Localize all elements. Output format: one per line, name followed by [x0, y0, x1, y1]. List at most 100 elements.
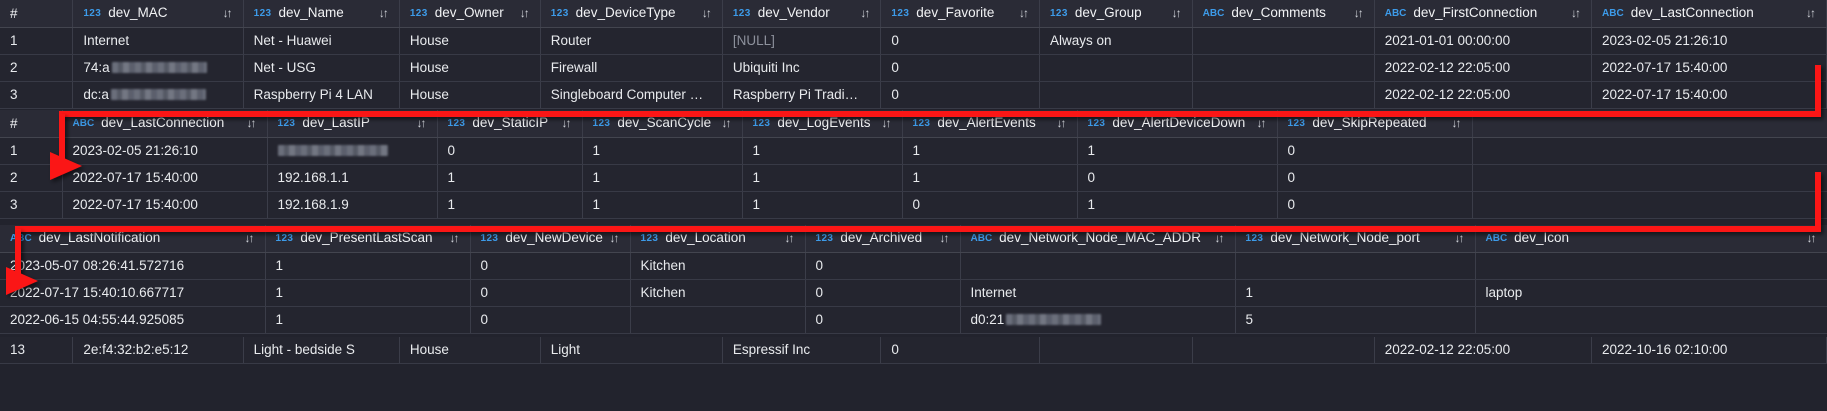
table-cell[interactable]: 3 [0, 191, 63, 219]
column-header-dev-firstconnection[interactable]: ABC dev_FirstConnection ↓↑ [1374, 0, 1593, 28]
column-header-dev-alertdevicedown[interactable]: 123 dev_AlertDeviceDown ↓↑ [1077, 110, 1278, 138]
table-cell[interactable]: 13 [0, 337, 74, 364]
column-header-dev-vendor[interactable]: 123 dev_Vendor ↓↑ [722, 0, 882, 28]
table-cell[interactable]: 2022-07-17 15:40:00 [62, 191, 268, 219]
table-cell[interactable]: 1 [582, 137, 743, 165]
table-cell[interactable]: 74:a [72, 54, 244, 82]
table-cell[interactable]: 1 [902, 164, 1078, 192]
data-table-3[interactable]: ABC dev_LastNotification ↓↑ 123 dev_PresentL… [0, 225, 1827, 334]
table-row[interactable]: 2022-06-15 04:55:44.925085 1 0 0 d0:21 5 [0, 306, 1827, 334]
table-row[interactable]: 13 2e:f4:32:b2:e5:12 Light - bedside S Hous… [0, 337, 1827, 364]
table-cell[interactable]: 2021-01-01 00:00:00 [1374, 27, 1593, 55]
table-cell[interactable] [1472, 191, 1827, 219]
column-header-[interactable]: # [0, 110, 63, 138]
table-cell[interactable]: 2022-10-16 02:10:00 [1591, 337, 1827, 364]
table-cell[interactable]: 2e:f4:32:b2:e5:12 [72, 337, 244, 364]
sort-toggle-icon[interactable]: ↓↑ [1451, 116, 1462, 130]
table-cell[interactable]: 1 [582, 164, 743, 192]
table-cell[interactable]: Kitchen [630, 279, 806, 307]
table-cell[interactable]: Kitchen [630, 252, 806, 280]
table-cell[interactable]: Internet [960, 279, 1236, 307]
table-cell[interactable]: 0 [1277, 164, 1473, 192]
sort-toggle-icon[interactable]: ↓↑ [519, 6, 530, 20]
table-cell[interactable]: 0 [470, 252, 631, 280]
table-cell[interactable]: 3 [0, 81, 74, 109]
data-table-4[interactable]: 13 2e:f4:32:b2:e5:12 Light - bedside S Hous… [0, 337, 1827, 364]
data-table-1[interactable]: #123 dev_MAC ↓↑ 123 dev_Name ↓↑ 123 dev_Owner ↓↑… [0, 0, 1827, 109]
table-cell[interactable]: 1 [1235, 279, 1476, 307]
table-cell[interactable]: 0 [805, 306, 961, 334]
table-cell[interactable]: House [399, 81, 541, 109]
sort-toggle-icon[interactable]: ↓↑ [244, 231, 255, 245]
table-cell[interactable]: 2022-07-17 15:40:00 [1591, 54, 1827, 82]
table-cell[interactable]: 192.168.1.1 [267, 164, 438, 192]
table-cell[interactable] [1039, 54, 1193, 82]
table-cell[interactable]: 1 [902, 137, 1078, 165]
table-cell[interactable]: 2023-02-05 21:26:10 [1591, 27, 1827, 55]
sort-toggle-icon[interactable]: ↓↑ [1256, 116, 1267, 130]
table-cell[interactable]: [NULL] [722, 27, 882, 55]
table-cell[interactable]: Net - Huawei [243, 27, 400, 55]
table-cell[interactable] [1472, 137, 1827, 165]
sort-toggle-icon[interactable]: ↓↑ [1056, 116, 1067, 130]
table-cell[interactable]: 1 [742, 137, 903, 165]
column-header-dev-alertevents[interactable]: 123 dev_AlertEvents ↓↑ [902, 110, 1078, 138]
sort-toggle-icon[interactable]: ↓↑ [1571, 6, 1581, 20]
column-header-dev-lastnotification[interactable]: ABC dev_LastNotification ↓↑ [0, 225, 266, 253]
sort-toggle-icon[interactable]: ↓↑ [701, 6, 712, 20]
table-cell[interactable]: 1 [437, 191, 583, 219]
sort-toggle-icon[interactable]: ↓↑ [378, 6, 389, 20]
table-cell[interactable]: Light - bedside S [243, 337, 400, 364]
table-cell[interactable]: laptop [1475, 279, 1827, 307]
sort-toggle-icon[interactable]: ↓↑ [721, 116, 732, 130]
table-cell[interactable]: 1 [265, 252, 471, 280]
table-cell[interactable]: 0 [805, 252, 961, 280]
table-cell[interactable]: 1 [437, 164, 583, 192]
column-header-dev-favorite[interactable]: 123 dev_Favorite ↓↑ [880, 0, 1040, 28]
table-cell[interactable]: Raspberry Pi Tradi… [722, 81, 882, 109]
table-cell[interactable]: 1 [742, 191, 903, 219]
table-cell[interactable]: dc:a [72, 81, 244, 109]
table-cell[interactable]: 0 [880, 337, 1040, 364]
table-cell[interactable]: 0 [880, 27, 1040, 55]
table-row[interactable]: 1 Internet Net - Huawei House Router [NULL] 0 A… [0, 27, 1827, 55]
table-cell[interactable]: 2022-02-12 22:05:00 [1374, 54, 1593, 82]
table-cell[interactable]: 1 [1077, 191, 1278, 219]
sort-toggle-icon[interactable]: ↓↑ [1806, 231, 1817, 245]
table-cell[interactable]: 1 [265, 306, 471, 334]
column-header-[interactable]: # [0, 0, 74, 28]
table-cell[interactable]: 2022-07-17 15:40:00 [1591, 81, 1827, 109]
sort-toggle-icon[interactable]: ↓↑ [939, 231, 950, 245]
sort-toggle-icon[interactable]: ↓↑ [609, 231, 620, 245]
table-cell[interactable]: Espressif Inc [722, 337, 882, 364]
column-header-dev-skiprepeated[interactable]: 123 dev_SkipRepeated ↓↑ [1277, 110, 1473, 138]
table-cell[interactable] [1475, 252, 1827, 280]
table-cell[interactable]: Router [540, 27, 723, 55]
column-header-dev-comments[interactable]: ABC dev_Comments ↓↑ [1192, 0, 1375, 28]
data-table-2[interactable]: # ABC dev_LastConnection ↓↑ 123 dev_LastIP ↓↑ 1… [0, 110, 1827, 219]
sort-toggle-icon[interactable]: ↓↑ [246, 116, 257, 130]
table-cell[interactable] [1472, 164, 1827, 192]
table-cell[interactable]: 2 [0, 54, 74, 82]
table-cell[interactable]: 5 [1235, 306, 1476, 334]
table-row[interactable]: 3 dc:a Raspberry Pi 4 LAN House Singleboard … [0, 81, 1827, 109]
sort-toggle-icon[interactable]: ↓↑ [416, 116, 427, 130]
table-row[interactable]: 2 74:a Net - USG House Firewall Ubiquiti Inc 0… [0, 54, 1827, 82]
table-cell[interactable] [1039, 337, 1193, 364]
table-cell[interactable] [630, 306, 806, 334]
table-cell[interactable]: 2022-02-12 22:05:00 [1374, 337, 1593, 364]
column-header-dev-newdevice[interactable]: 123 dev_NewDevice ↓↑ [470, 225, 631, 253]
table-cell[interactable] [1192, 81, 1375, 109]
table-cell[interactable]: Internet [72, 27, 244, 55]
column-header-dev-location[interactable]: 123 dev_Location ↓↑ [630, 225, 806, 253]
sort-toggle-icon[interactable]: ↓↑ [1454, 231, 1465, 245]
column-header-dev-name[interactable]: 123 dev_Name ↓↑ [243, 0, 400, 28]
table-row[interactable]: 2 2022-07-17 15:40:00 192.168.1.1 1 1 1 1 0 0 [0, 164, 1827, 192]
sort-toggle-icon[interactable]: ↓↑ [881, 116, 892, 130]
sort-toggle-icon[interactable]: ↓↑ [1214, 231, 1225, 245]
table-cell[interactable]: 1 [0, 27, 74, 55]
column-header-dev-lastconnection[interactable]: ABC dev_LastConnection ↓↑ [1591, 0, 1827, 28]
table-cell[interactable]: 0 [1077, 164, 1278, 192]
table-cell[interactable]: 0 [437, 137, 583, 165]
table-row[interactable]: 3 2022-07-17 15:40:00 192.168.1.9 1 1 1 0 1 0 [0, 191, 1827, 219]
